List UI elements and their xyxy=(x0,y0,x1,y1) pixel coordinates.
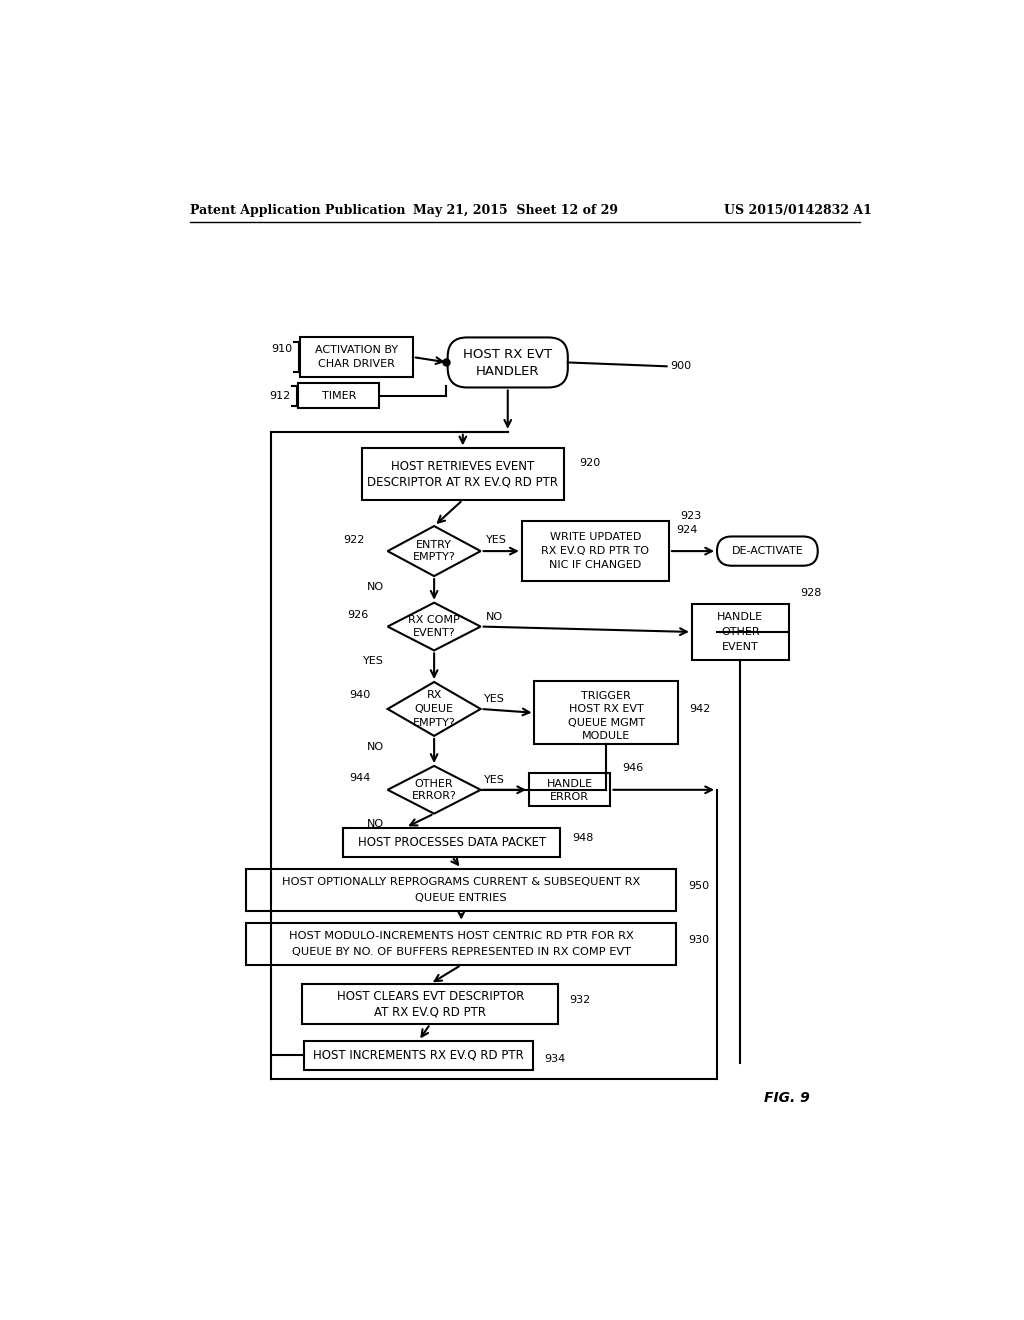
Text: 924: 924 xyxy=(676,524,697,535)
Text: HOST RX EVT: HOST RX EVT xyxy=(568,704,643,714)
Text: RX COMP: RX COMP xyxy=(409,615,460,626)
Text: HOST PROCESSES DATA PACKET: HOST PROCESSES DATA PACKET xyxy=(357,836,546,849)
Text: HANDLE: HANDLE xyxy=(547,779,593,788)
Text: ERROR: ERROR xyxy=(550,792,589,801)
Text: 926: 926 xyxy=(347,610,369,620)
Text: TRIGGER: TRIGGER xyxy=(582,690,631,701)
Text: 942: 942 xyxy=(689,704,711,714)
Text: RX EV.Q RD PTR TO: RX EV.Q RD PTR TO xyxy=(542,546,649,556)
FancyBboxPatch shape xyxy=(302,983,558,1024)
Text: DESCRIPTOR AT RX EV.Q RD PTR: DESCRIPTOR AT RX EV.Q RD PTR xyxy=(368,475,558,488)
Text: EMPTY?: EMPTY? xyxy=(413,552,456,562)
Text: YES: YES xyxy=(484,775,505,785)
Text: 923: 923 xyxy=(681,511,701,521)
FancyBboxPatch shape xyxy=(304,1040,532,1071)
Text: QUEUE MGMT: QUEUE MGMT xyxy=(567,718,645,727)
Text: MODULE: MODULE xyxy=(582,731,631,741)
Text: QUEUE ENTRIES: QUEUE ENTRIES xyxy=(416,892,507,903)
FancyBboxPatch shape xyxy=(246,869,676,911)
Text: WRITE UPDATED: WRITE UPDATED xyxy=(550,532,641,543)
Polygon shape xyxy=(388,527,480,576)
Text: 944: 944 xyxy=(349,774,371,783)
FancyBboxPatch shape xyxy=(246,923,676,965)
Text: 922: 922 xyxy=(343,535,365,545)
FancyBboxPatch shape xyxy=(343,828,560,857)
FancyBboxPatch shape xyxy=(362,449,563,500)
Text: HOST RX EVT: HOST RX EVT xyxy=(463,348,552,362)
Text: YES: YES xyxy=(362,656,384,667)
Text: TIMER: TIMER xyxy=(322,391,356,400)
FancyBboxPatch shape xyxy=(529,774,610,807)
Text: 948: 948 xyxy=(572,833,594,843)
Polygon shape xyxy=(388,603,480,651)
Text: 928: 928 xyxy=(801,589,821,598)
Text: NIC IF CHANGED: NIC IF CHANGED xyxy=(549,560,641,570)
Text: EMPTY?: EMPTY? xyxy=(413,718,456,727)
Text: FIG. 9: FIG. 9 xyxy=(764,1090,809,1105)
Text: NO: NO xyxy=(367,820,384,829)
Text: NO: NO xyxy=(486,611,503,622)
Text: 940: 940 xyxy=(349,690,371,700)
Text: 934: 934 xyxy=(545,1055,566,1064)
Polygon shape xyxy=(388,682,480,737)
Text: HANDLER: HANDLER xyxy=(476,366,540,379)
Text: HOST CLEARS EVT DESCRIPTOR: HOST CLEARS EVT DESCRIPTOR xyxy=(337,990,524,1003)
Text: HOST INCREMENTS RX EV.Q RD PTR: HOST INCREMENTS RX EV.Q RD PTR xyxy=(313,1049,524,1063)
Text: May 21, 2015  Sheet 12 of 29: May 21, 2015 Sheet 12 of 29 xyxy=(413,205,618,218)
Text: 950: 950 xyxy=(688,880,709,891)
Text: AT RX EV.Q RD PTR: AT RX EV.Q RD PTR xyxy=(374,1005,486,1018)
Text: HOST MODULO-INCREMENTS HOST CENTRIC RD PTR FOR RX: HOST MODULO-INCREMENTS HOST CENTRIC RD P… xyxy=(289,931,634,941)
Text: Patent Application Publication: Patent Application Publication xyxy=(190,205,406,218)
Text: 932: 932 xyxy=(569,995,591,1005)
Text: HANDLE: HANDLE xyxy=(717,611,763,622)
Text: YES: YES xyxy=(485,536,507,545)
Text: YES: YES xyxy=(484,694,505,704)
Text: NO: NO xyxy=(367,742,384,751)
FancyBboxPatch shape xyxy=(447,338,568,388)
Text: EVENT?: EVENT? xyxy=(413,628,456,638)
Text: 912: 912 xyxy=(269,391,291,400)
Text: HOST RETRIEVES EVENT: HOST RETRIEVES EVENT xyxy=(391,459,535,473)
Text: ERROR?: ERROR? xyxy=(412,791,457,801)
Text: EVENT: EVENT xyxy=(722,643,759,652)
Text: 900: 900 xyxy=(671,362,691,371)
FancyBboxPatch shape xyxy=(692,605,788,660)
Text: OTHER: OTHER xyxy=(415,779,454,788)
Text: OTHER: OTHER xyxy=(721,627,760,638)
FancyBboxPatch shape xyxy=(535,681,678,744)
FancyBboxPatch shape xyxy=(300,337,413,378)
Text: QUEUE BY NO. OF BUFFERS REPRESENTED IN RX COMP EVT: QUEUE BY NO. OF BUFFERS REPRESENTED IN R… xyxy=(292,946,631,957)
FancyBboxPatch shape xyxy=(521,521,669,581)
Text: QUEUE: QUEUE xyxy=(415,704,454,714)
Text: HOST OPTIONALLY REPROGRAMS CURRENT & SUBSEQUENT RX: HOST OPTIONALLY REPROGRAMS CURRENT & SUB… xyxy=(283,878,640,887)
FancyBboxPatch shape xyxy=(298,383,380,408)
Text: 930: 930 xyxy=(688,935,709,945)
Text: RX: RX xyxy=(426,690,441,700)
FancyBboxPatch shape xyxy=(717,536,818,566)
Text: NO: NO xyxy=(367,582,384,591)
Text: 946: 946 xyxy=(622,763,643,774)
Text: DE-ACTIVATE: DE-ACTIVATE xyxy=(731,546,803,556)
Text: CHAR DRIVER: CHAR DRIVER xyxy=(318,359,395,370)
Polygon shape xyxy=(388,766,480,813)
Text: 910: 910 xyxy=(271,345,293,354)
Text: US 2015/0142832 A1: US 2015/0142832 A1 xyxy=(724,205,872,218)
Text: 920: 920 xyxy=(579,458,600,467)
Text: ENTRY: ENTRY xyxy=(416,540,452,550)
Text: ACTIVATION BY: ACTIVATION BY xyxy=(315,345,398,355)
